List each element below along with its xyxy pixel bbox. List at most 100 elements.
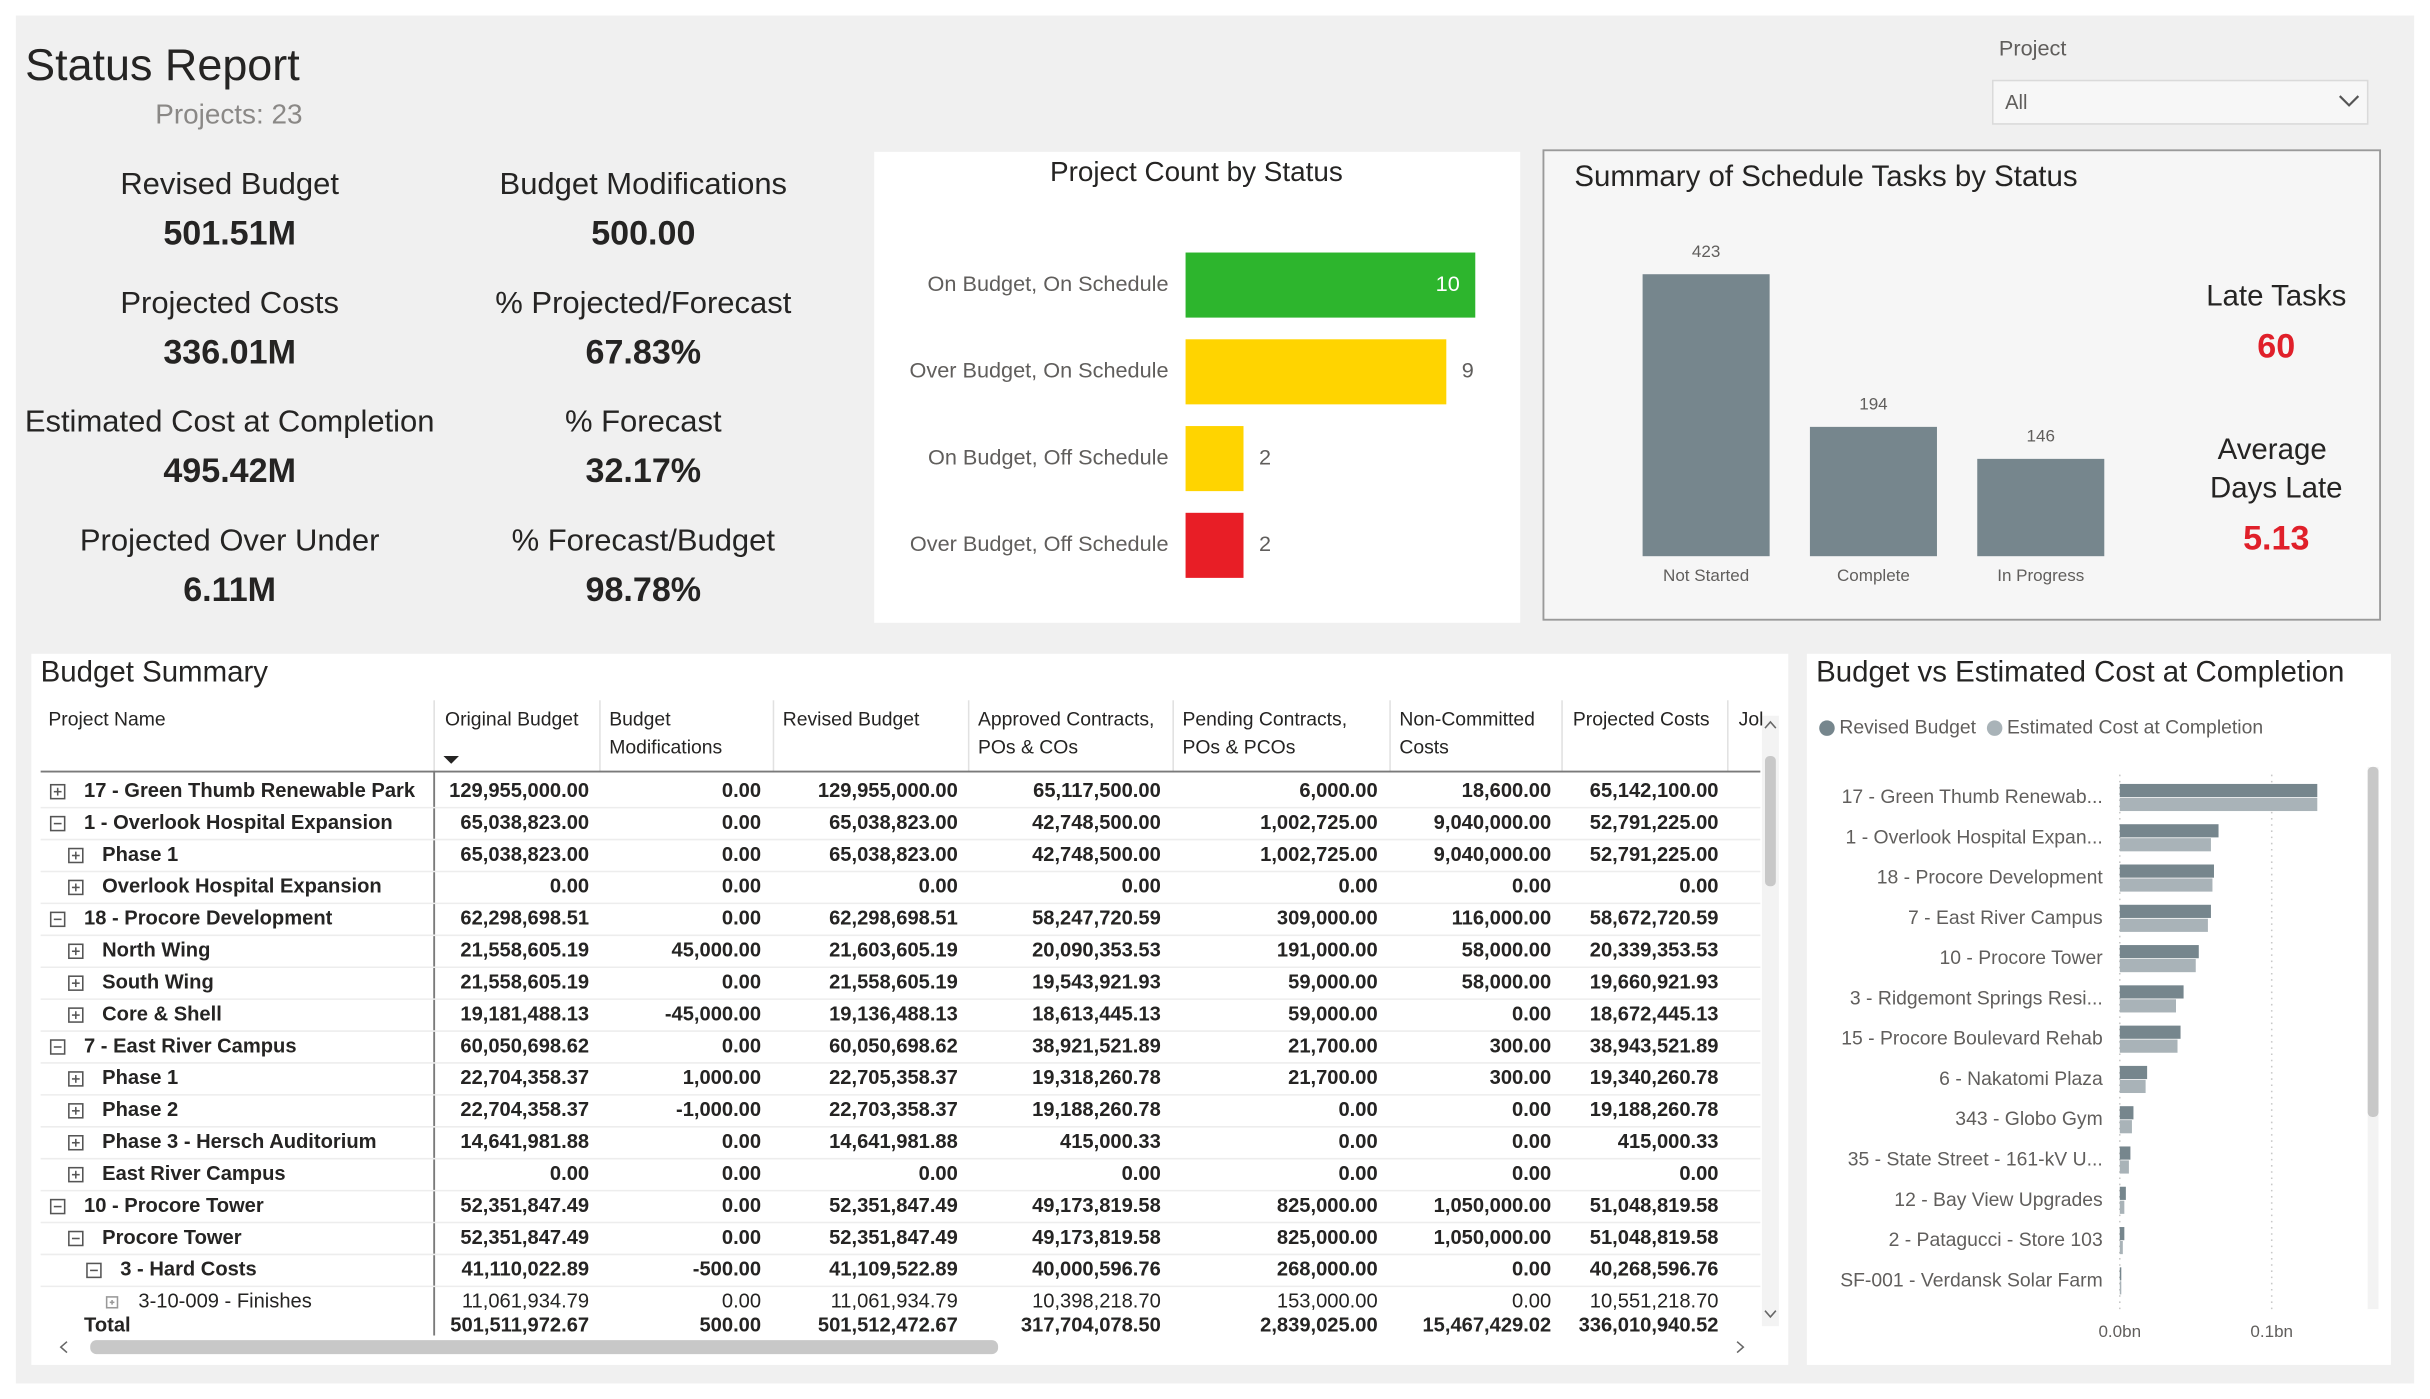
cell: 62,298,698.51 (460, 908, 589, 930)
scroll-thumb[interactable] (1764, 756, 1776, 887)
expand-icon[interactable] (49, 1198, 66, 1215)
filter-value[interactable]: All (2005, 92, 2027, 114)
text-line: Days Late (2210, 471, 2342, 504)
cell: 21,558,605.19 (460, 971, 589, 993)
expand-icon[interactable] (68, 1071, 84, 1087)
report-title: Status Report (25, 39, 300, 90)
row-name: North Wing (102, 940, 210, 962)
text-line: Modifications (609, 736, 722, 758)
expand-icon[interactable] (105, 1296, 119, 1309)
row-name: 1 - Overlook Hospital Expansion (84, 812, 393, 834)
cell: 1,000.00 (683, 1067, 761, 1089)
expand-icon[interactable] (49, 1039, 66, 1055)
cell: 60,050,698.62 (829, 1035, 958, 1057)
cell: 58,000.00 (1462, 940, 1552, 962)
scroll-thumb[interactable] (90, 1340, 999, 1355)
dropdown-chevron[interactable] (2339, 95, 2360, 107)
cell: 501,511,972.67 (450, 1314, 589, 1336)
cell: 58,247,720.59 (1032, 908, 1161, 930)
column-header: Project Name (48, 709, 165, 731)
cell: 825,000.00 (1277, 1195, 1378, 1217)
cell: 19,136,488.13 (829, 1003, 958, 1025)
text-line: Budget (609, 709, 676, 731)
legend-label: Revised Budget (1839, 716, 1976, 738)
cell: 0.00 (1122, 876, 1161, 898)
expand-icon[interactable] (68, 1103, 84, 1119)
bar (2119, 1065, 2148, 1080)
kpi-label: Revised Budget (120, 166, 339, 201)
bar (2119, 1120, 2132, 1134)
cell: 0.00 (1512, 1099, 1551, 1121)
bar (2119, 864, 2214, 878)
expand-icon[interactable] (49, 783, 66, 800)
category-label: 17 - Green Thumb Renewab... (1842, 786, 2103, 808)
expand-icon[interactable] (49, 815, 66, 832)
scroll-left[interactable] (59, 1341, 68, 1354)
cell: -500.00 (693, 1259, 761, 1281)
column-header: Original Budget (445, 709, 579, 731)
cell: 0.00 (1512, 1131, 1551, 1153)
expand-icon[interactable] (68, 879, 84, 896)
category-label: 343 - Globo Gym (1955, 1108, 2102, 1130)
bar (2119, 1079, 2146, 1094)
dropdown[interactable] (1991, 79, 2369, 125)
bar (2119, 1106, 2134, 1120)
expand-icon[interactable] (68, 847, 84, 864)
expand-icon[interactable] (68, 943, 84, 960)
bar (2119, 945, 2199, 959)
bar (2119, 1160, 2129, 1174)
cell: 0.00 (1512, 1163, 1551, 1185)
category-label: In Progress (1997, 566, 2084, 585)
data-label: 146 (2027, 427, 2055, 446)
expand-icon[interactable] (68, 1135, 84, 1151)
chart-title: Summary of Schedule Tasks by Status (1574, 160, 2077, 193)
expand-icon[interactable] (68, 1007, 84, 1023)
cell: 153,000.00 (1277, 1291, 1378, 1313)
cell: 22,704,358.37 (460, 1067, 589, 1089)
cell: 65,038,823.00 (829, 844, 958, 866)
cell: 19,188,260.78 (1032, 1099, 1161, 1121)
row-name: 17 - Green Thumb Renewable Park (84, 780, 416, 802)
kpi-label: % Forecast/Budget (512, 523, 776, 558)
cell: 415,000.33 (1618, 1131, 1719, 1153)
cell: 65,038,823.00 (829, 812, 958, 834)
cell: 0.00 (550, 1163, 589, 1185)
cell: 0.00 (722, 1163, 761, 1185)
expand-icon[interactable] (68, 1230, 84, 1247)
cell: 21,700.00 (1288, 1035, 1378, 1057)
bar (2119, 904, 2211, 918)
expand-icon[interactable] (86, 1262, 102, 1279)
text-line: Average (2218, 433, 2335, 466)
cell: 0.00 (1512, 1003, 1551, 1025)
expand-icon[interactable] (49, 911, 66, 928)
text-line: Approved Contracts, (978, 709, 1160, 731)
scroll-thumb[interactable] (2367, 766, 2379, 1118)
bar (2119, 1281, 2122, 1295)
cell: 191,000.00 (1277, 940, 1378, 962)
legend-label: Estimated Cost at Completion (2007, 716, 2263, 738)
cell: 42,748,500.00 (1032, 812, 1161, 834)
bar (2119, 1186, 2126, 1200)
kpi-value: 501.51M (163, 214, 296, 252)
cell: 0.00 (722, 1291, 761, 1313)
row-name: Phase 2 (102, 1099, 178, 1121)
scroll-right[interactable] (1736, 1341, 1745, 1354)
kpi-value: 495.42M (163, 452, 296, 490)
bar (2119, 824, 2219, 838)
category-label: 35 - State Street - 161-kV U... (1848, 1149, 2103, 1171)
expand-icon[interactable] (68, 1166, 84, 1183)
sort-arrow[interactable] (443, 756, 459, 764)
cell: 0.00 (722, 971, 761, 993)
bar (2119, 1039, 2178, 1053)
kpi-value: 5.13 (2243, 520, 2309, 558)
filter-label: Project (1999, 35, 2066, 60)
scroll-up[interactable] (1764, 720, 1777, 729)
row-name: 7 - East River Campus (84, 1035, 297, 1057)
data-label: 2 (1259, 531, 1271, 556)
row-name: 3 - Hard Costs (120, 1259, 256, 1281)
cell: 0.00 (1122, 1163, 1161, 1185)
expand-icon[interactable] (68, 975, 84, 991)
cell: 65,038,823.00 (460, 844, 589, 866)
cell: 18,672,445.13 (1590, 1003, 1719, 1025)
scroll-down[interactable] (1764, 1310, 1777, 1319)
